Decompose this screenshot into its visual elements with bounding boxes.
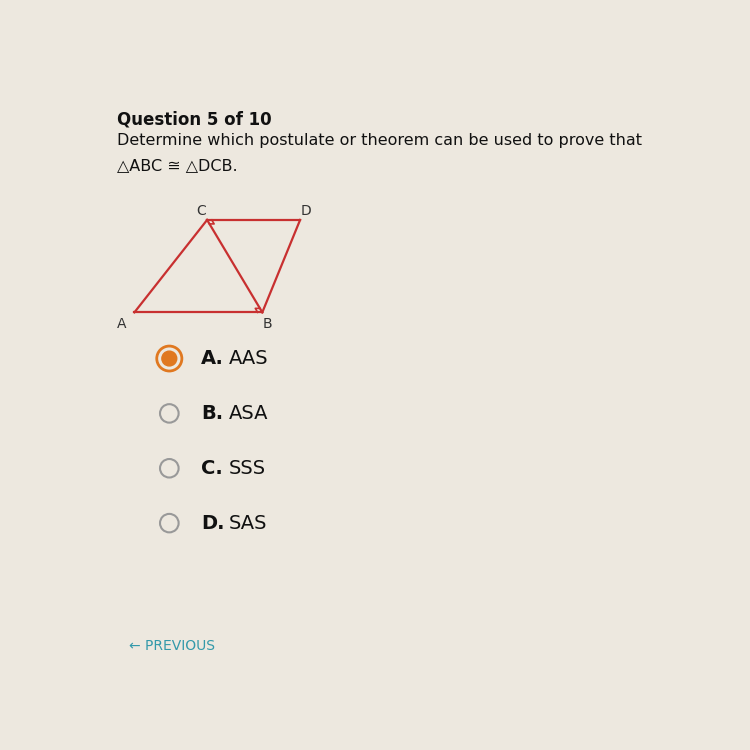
- Text: ← PREVIOUS: ← PREVIOUS: [129, 639, 214, 653]
- Text: A.: A.: [201, 349, 224, 368]
- Text: Question 5 of 10: Question 5 of 10: [117, 110, 272, 128]
- Text: SSS: SSS: [230, 459, 266, 478]
- Text: Determine which postulate or theorem can be used to prove that: Determine which postulate or theorem can…: [117, 134, 642, 148]
- Text: SAS: SAS: [230, 514, 268, 532]
- Text: C: C: [196, 204, 206, 218]
- Text: A: A: [117, 317, 127, 331]
- Circle shape: [162, 351, 177, 366]
- Text: D: D: [301, 204, 311, 218]
- Text: B: B: [262, 317, 272, 331]
- Text: AAS: AAS: [230, 349, 268, 368]
- Text: D.: D.: [201, 514, 225, 532]
- Text: ASA: ASA: [230, 404, 268, 423]
- Text: △ABC ≅ △DCB.: △ABC ≅ △DCB.: [117, 158, 238, 172]
- Text: C.: C.: [201, 459, 223, 478]
- Text: B.: B.: [201, 404, 223, 423]
